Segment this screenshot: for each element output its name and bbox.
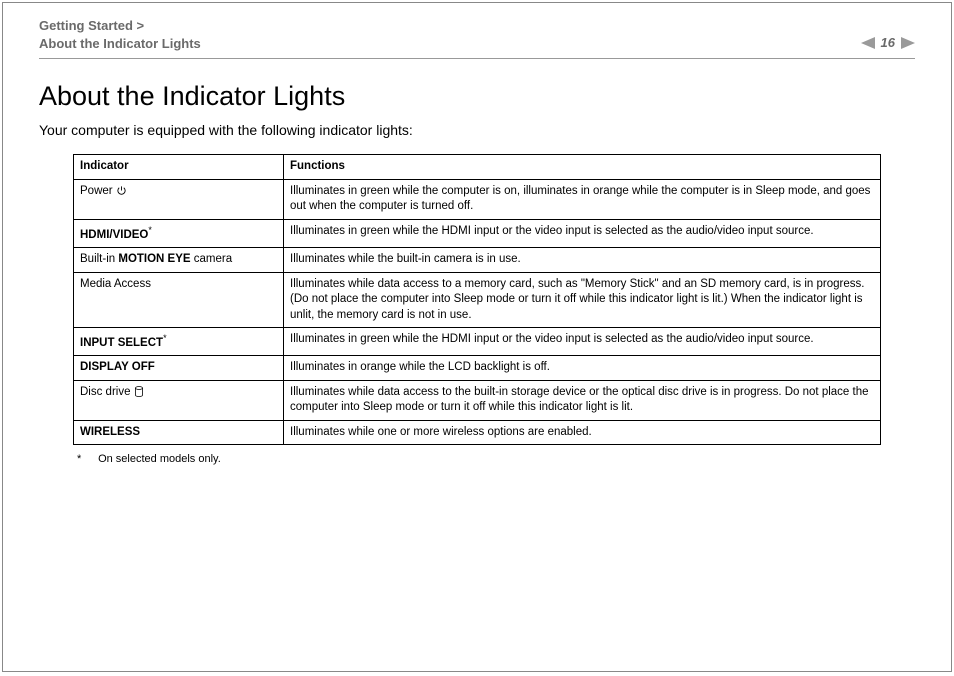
page: Getting Started > About the Indicator Li… (2, 2, 952, 672)
cell-indicator: Disc drive (74, 380, 284, 420)
footnote: * On selected models only. (73, 453, 881, 465)
indicator-prefix: Media Access (80, 278, 151, 290)
disc-icon (134, 386, 144, 398)
asterisk-icon: * (163, 333, 167, 343)
cell-indicator: Power (74, 179, 284, 219)
footnote-text: On selected models only. (98, 453, 221, 465)
cell-indicator: DISPLAY OFF (74, 356, 284, 381)
cell-indicator: INPUT SELECT* (74, 328, 284, 356)
th-indicator: Indicator (74, 155, 284, 180)
table-row: Disc drive Illuminates while data access… (74, 380, 881, 420)
footnote-mark: * (77, 453, 95, 465)
cell-indicator: WIRELESS (74, 420, 284, 445)
page-number: 16 (881, 35, 895, 50)
prev-page-icon[interactable] (861, 37, 875, 49)
indicator-prefix: Disc drive (80, 386, 134, 398)
indicator-bold: HDMI/VIDEO (80, 228, 148, 240)
content: Indicator Functions Power Illuminates in… (39, 154, 915, 465)
table-header-row: Indicator Functions (74, 155, 881, 180)
cell-functions: Illuminates while data access to a memor… (284, 272, 881, 328)
cell-functions: Illuminates in orange while the LCD back… (284, 356, 881, 381)
th-functions: Functions (284, 155, 881, 180)
table-row: Media Access Illuminates while data acces… (74, 272, 881, 328)
cell-functions: Illuminates in green while the computer … (284, 179, 881, 219)
table-row: WIRELESS Illuminates while one or more wi… (74, 420, 881, 445)
indicator-bold: WIRELESS (80, 426, 140, 438)
breadcrumb-line2: About the Indicator Lights (39, 36, 201, 51)
cell-functions: Illuminates while one or more wireless o… (284, 420, 881, 445)
cell-indicator: Built-in MOTION EYE camera (74, 247, 284, 272)
cell-functions: Illuminates while data access to the bui… (284, 380, 881, 420)
table-row: DISPLAY OFF Illuminates in orange while t… (74, 356, 881, 381)
power-icon (116, 185, 127, 197)
intro-text: Your computer is equipped with the follo… (39, 122, 915, 138)
table-row: Power Illuminates in green while the com… (74, 179, 881, 219)
cell-functions: Illuminates in green while the HDMI inpu… (284, 328, 881, 356)
breadcrumb-line1: Getting Started > (39, 18, 144, 33)
cell-indicator: HDMI/VIDEO* (74, 219, 284, 247)
asterisk-icon: * (148, 225, 152, 235)
indicator-prefix: Built-in (80, 253, 118, 265)
table-row: Built-in MOTION EYE cameraIlluminates wh… (74, 247, 881, 272)
header-rule (39, 58, 915, 59)
next-page-icon[interactable] (901, 37, 915, 49)
header: Getting Started > About the Indicator Li… (39, 17, 915, 52)
table-row: INPUT SELECT*Illuminates in green while … (74, 328, 881, 356)
cell-indicator: Media Access (74, 272, 284, 328)
indicator-suffix: camera (191, 253, 233, 265)
indicator-bold: DISPLAY OFF (80, 361, 155, 373)
pager: 16 (861, 35, 915, 50)
indicator-table: Indicator Functions Power Illuminates in… (73, 154, 881, 445)
cell-functions: Illuminates while the built-in camera is… (284, 247, 881, 272)
table-row: HDMI/VIDEO*Illuminates in green while th… (74, 219, 881, 247)
indicator-bold: MOTION EYE (118, 253, 190, 265)
indicator-bold: INPUT SELECT (80, 337, 163, 349)
cell-functions: Illuminates in green while the HDMI inpu… (284, 219, 881, 247)
breadcrumb: Getting Started > About the Indicator Li… (39, 17, 201, 52)
page-title: About the Indicator Lights (39, 81, 915, 112)
indicator-prefix: Power (80, 185, 116, 197)
